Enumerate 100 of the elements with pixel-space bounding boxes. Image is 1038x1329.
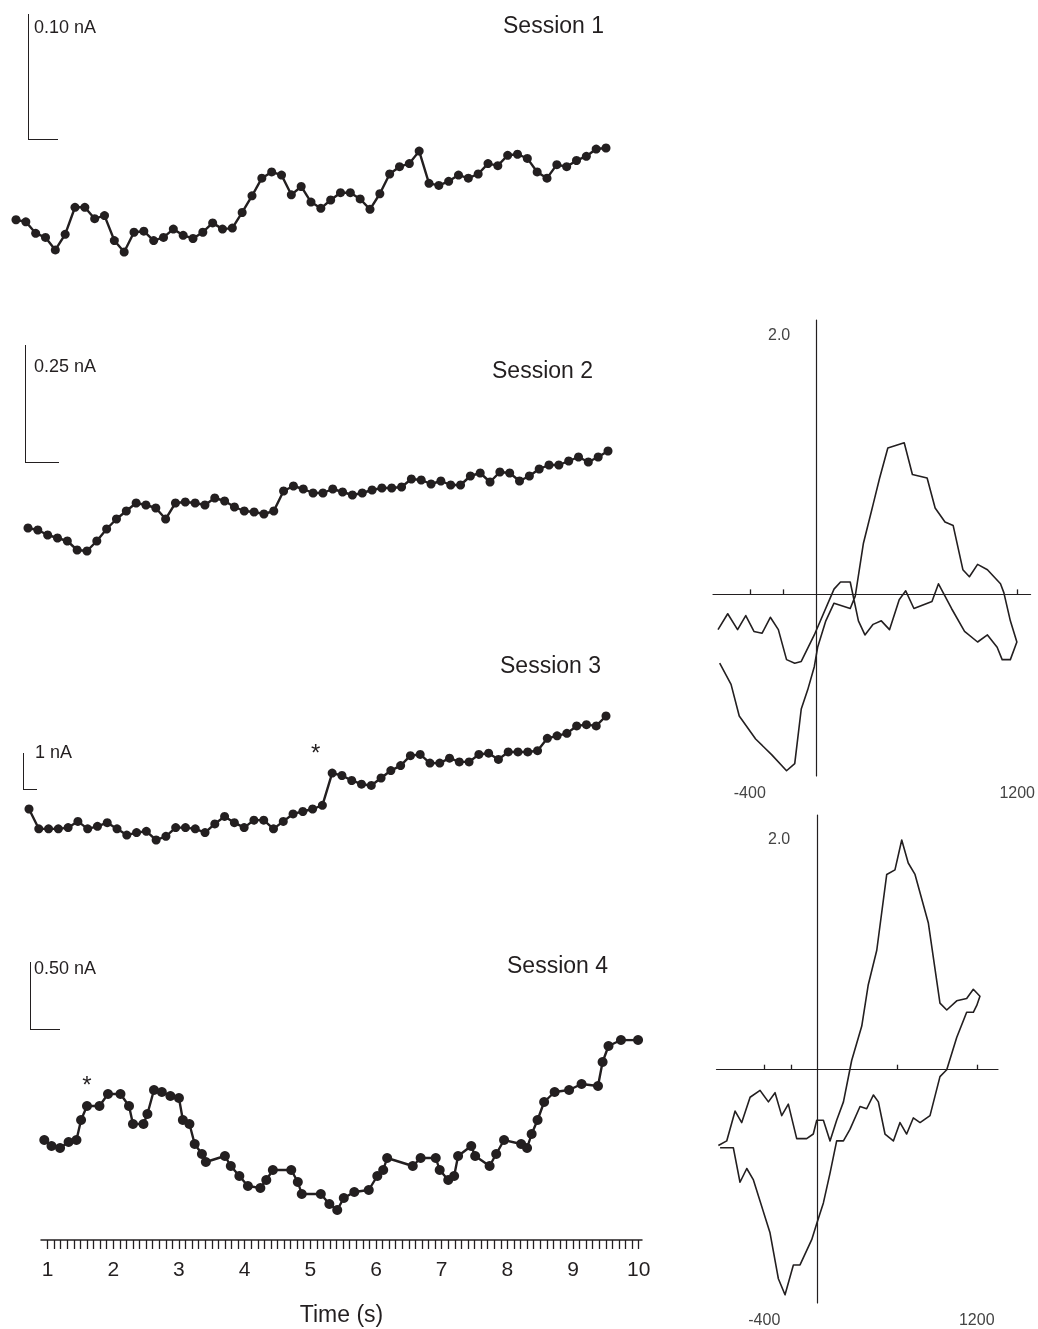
point [83,824,93,834]
point [73,816,83,826]
point [92,821,102,831]
text: 2.0 [768,325,791,343]
point [445,753,455,763]
point [406,474,416,484]
point [308,488,318,498]
point [279,486,289,496]
point [435,758,445,768]
point [24,804,34,814]
annotation: * [82,1070,92,1098]
point [269,824,278,834]
point [121,506,131,516]
point [220,496,230,506]
x-tick-label: 10 [627,1257,651,1280]
point [591,721,601,731]
point [474,749,484,759]
point [33,525,43,535]
point [601,711,611,721]
point [200,500,210,510]
point [288,481,298,491]
point [574,452,584,462]
point [239,506,249,516]
point [544,460,554,470]
point [151,835,161,845]
point [92,536,102,546]
point [523,747,533,757]
point [53,824,63,834]
point [249,815,259,825]
point [387,483,397,493]
point [62,536,72,546]
point [475,468,485,478]
x-tick-label: 1200 [999,783,1036,801]
point [583,457,593,467]
annotation: * [311,738,321,766]
point [338,487,348,497]
point [190,824,200,834]
point [229,502,239,512]
point [220,811,230,821]
point [552,731,562,741]
point [72,545,82,555]
point [572,721,582,731]
point [542,733,552,743]
point [377,483,387,493]
point [493,754,503,764]
point [328,484,338,494]
point [426,479,436,489]
point [505,468,515,478]
point [415,749,425,759]
point [34,824,44,834]
point [249,507,259,517]
point [366,780,376,790]
x-tick-label: -400 [733,783,766,801]
point [43,530,53,540]
point [513,747,523,757]
point [210,819,220,829]
point [562,728,572,738]
x-tick-label: -400 [748,1310,781,1328]
x-tick-label: 3 [173,1257,185,1280]
point [524,471,534,481]
point [337,771,347,781]
point [44,824,54,834]
point [564,456,574,466]
x-tick-label: 7 [435,1257,448,1280]
point [53,533,62,543]
point [141,826,151,836]
point [367,485,377,495]
point [180,497,190,507]
point [347,490,357,500]
point [386,766,396,776]
point [161,514,171,524]
point [171,823,181,833]
text: 0.25 nA [34,356,97,376]
chart-title: Session 3 [500,651,602,678]
point [63,823,73,833]
point [327,768,337,778]
point [397,482,407,492]
point [515,476,525,486]
annotation: 2.0 [768,829,791,847]
text: 0.10 nA [34,17,97,37]
point [23,523,33,533]
point [454,757,464,767]
x-axis-title: Time (s) [299,1300,384,1327]
point [554,460,564,470]
point [288,809,298,819]
point [229,818,239,828]
point [112,824,122,834]
point [161,831,171,841]
point [603,446,613,456]
point [495,467,505,477]
point [269,506,279,516]
point [151,503,161,513]
point [200,828,210,838]
point [298,806,308,816]
x-tick-label: 4 [238,1257,251,1280]
x-tick-label: 2 [107,1257,120,1280]
x-tick-label: 6 [370,1257,382,1280]
point [465,471,475,481]
point [180,823,190,833]
point [581,720,591,730]
